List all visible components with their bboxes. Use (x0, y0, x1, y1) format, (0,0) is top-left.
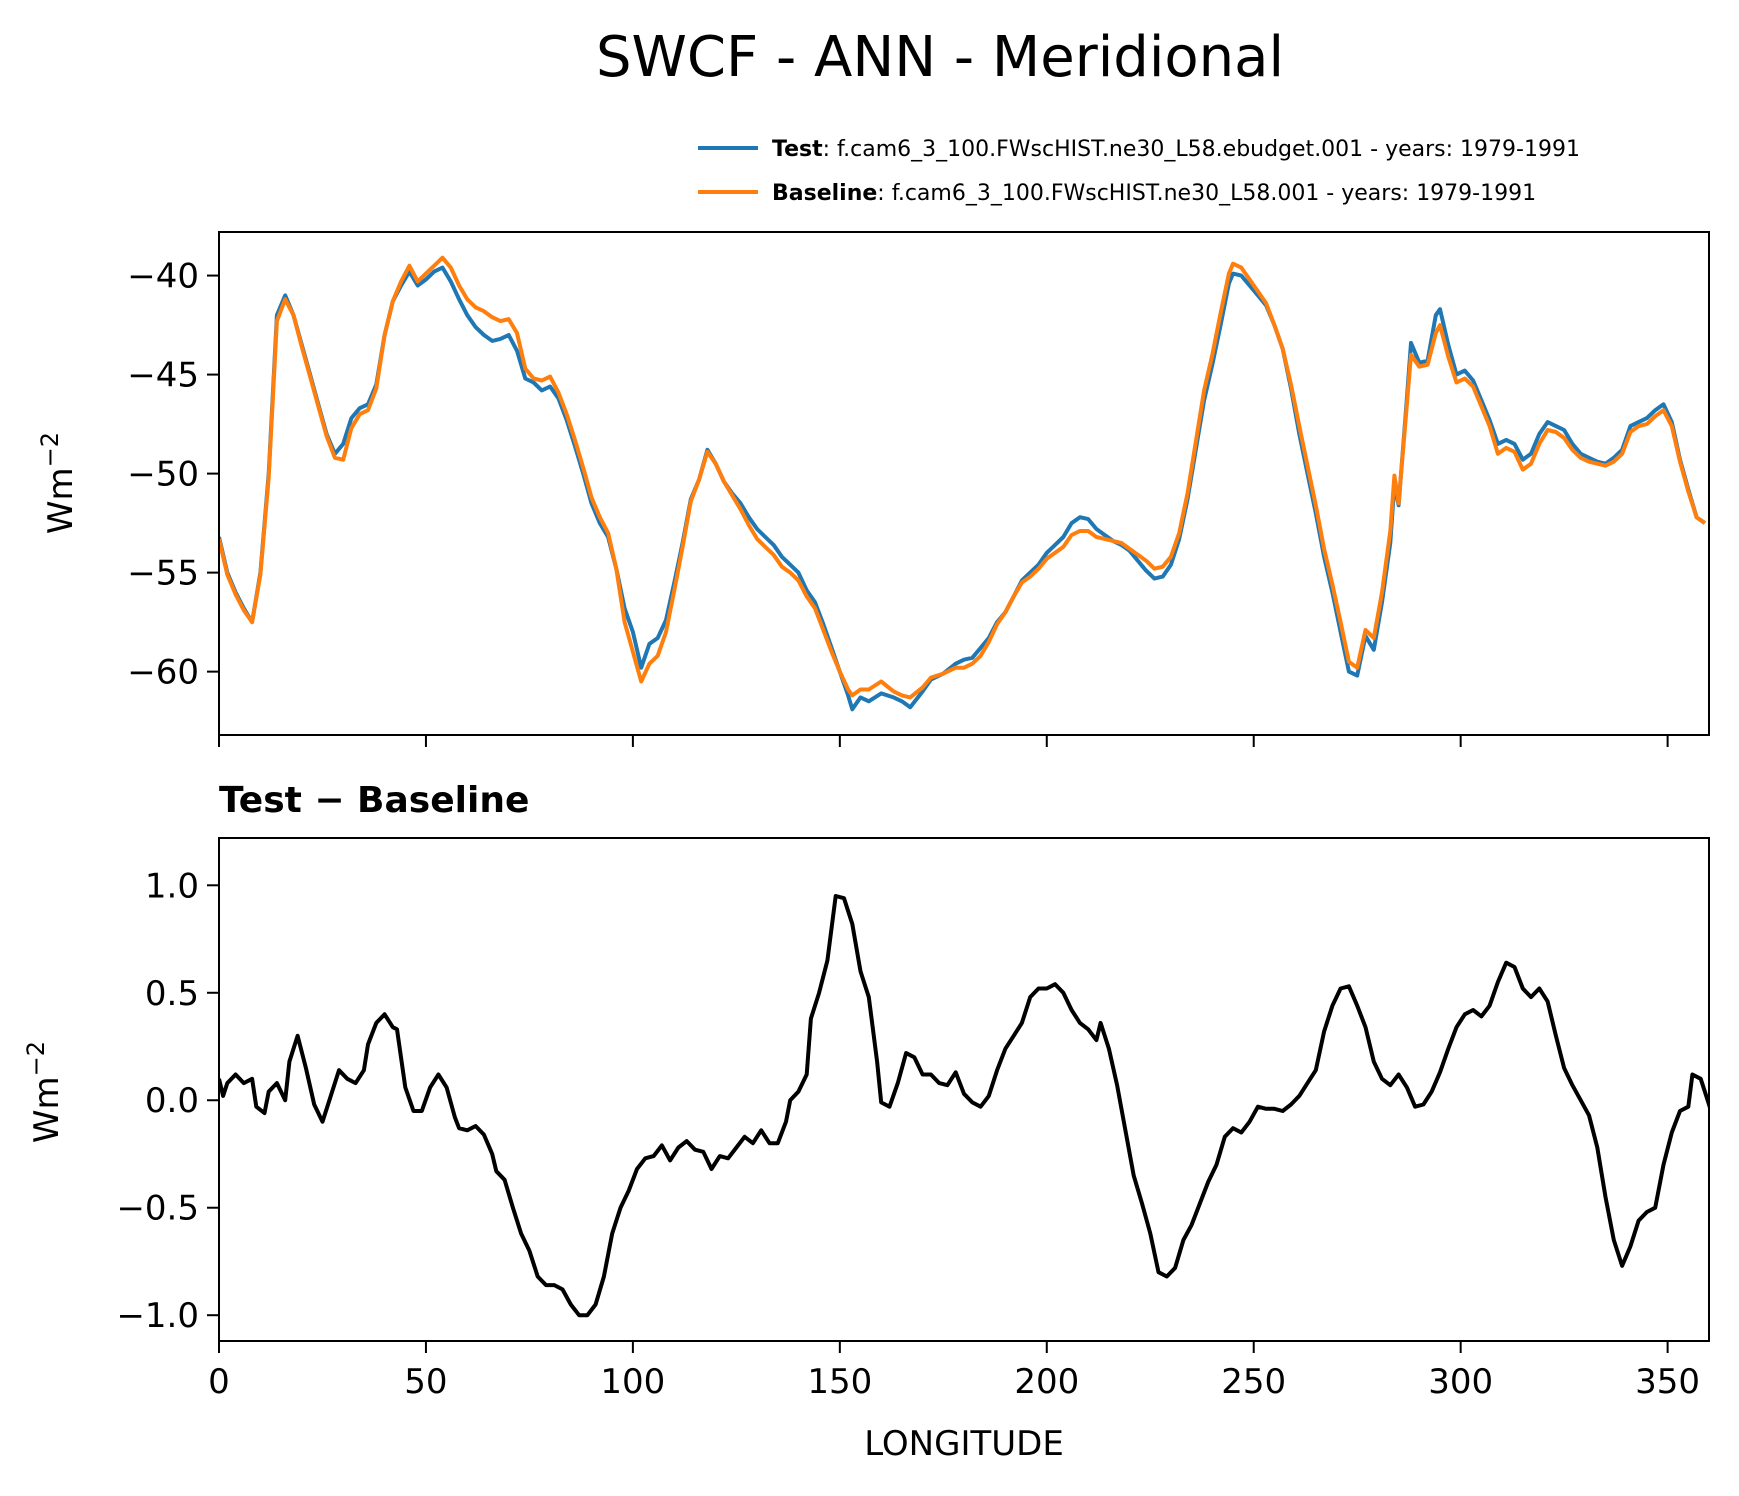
bottom-x-ticks: 0 50 100 150 200 250 300 350 (208, 1341, 1700, 1402)
bottom-y-tick-label: 0.5 (145, 974, 199, 1014)
top-series-line-baseline (219, 255, 1707, 700)
bottom-x-tick-label: 0 (208, 1362, 230, 1402)
legend-test-label: Test: f.cam6_3_100.FWscHIST.ne30_L58.ebu… (772, 137, 1580, 162)
legend-baseline-label: Baseline: f.cam6_3_100.FWscHIST.ne30_L58… (772, 181, 1536, 206)
top-y-tick-label: −60 (127, 653, 199, 693)
bottom-panel-title: Test − Baseline (219, 780, 529, 821)
bottom-y-tick-label: 0.0 (145, 1081, 199, 1121)
legend: Test: f.cam6_3_100.FWscHIST.ne30_L58.ebu… (698, 137, 1580, 206)
bottom-x-tick-label: 100 (600, 1362, 665, 1402)
top-x-ticks (218, 735, 1669, 747)
bottom-y-ticks: 1.0 0.5 0.0 −0.5 −1.0 (116, 866, 219, 1336)
bottom-y-tick-label: −1.0 (116, 1296, 199, 1336)
top-y-ticks: −40 −45 −50 −55 −60 (127, 257, 219, 693)
bottom-axes-frame (218, 837, 1710, 1342)
top-y-tick-label: −55 (127, 554, 199, 594)
bottom-series-group (219, 894, 1709, 1318)
top-series-line-test (219, 265, 1707, 712)
bottom-panel: Test − Baseline 0 50 100 150 200 250 300 350 1.… (22, 780, 1710, 1464)
bottom-y-axis-label: Wm−2 (22, 1041, 67, 1143)
bottom-y-tick-label: 1.0 (145, 866, 199, 906)
top-panel: −40 −45 −50 −55 −60 Wm−2 (36, 231, 1710, 747)
bottom-x-tick-label: 300 (1428, 1362, 1493, 1402)
top-series-group (219, 255, 1707, 712)
bottom-x-tick-label: 50 (404, 1362, 447, 1402)
top-axes-frame (218, 231, 1710, 736)
bottom-x-tick-label: 250 (1221, 1362, 1286, 1402)
top-y-axis-label: Wm−2 (36, 432, 81, 534)
x-axis-label: LONGITUDE (864, 1424, 1064, 1464)
bottom-x-tick-label: 150 (807, 1362, 872, 1402)
top-y-tick-label: −50 (127, 455, 199, 495)
top-y-tick-label: −45 (127, 356, 199, 396)
figure-title: SWCF - ANN - Meridional (596, 25, 1284, 90)
bottom-x-tick-label: 350 (1635, 1362, 1700, 1402)
top-y-tick-label: −40 (127, 257, 199, 297)
bottom-x-tick-label: 200 (1014, 1362, 1079, 1402)
bottom-series-line-test-baseline (219, 894, 1709, 1318)
bottom-y-tick-label: −0.5 (116, 1189, 199, 1229)
